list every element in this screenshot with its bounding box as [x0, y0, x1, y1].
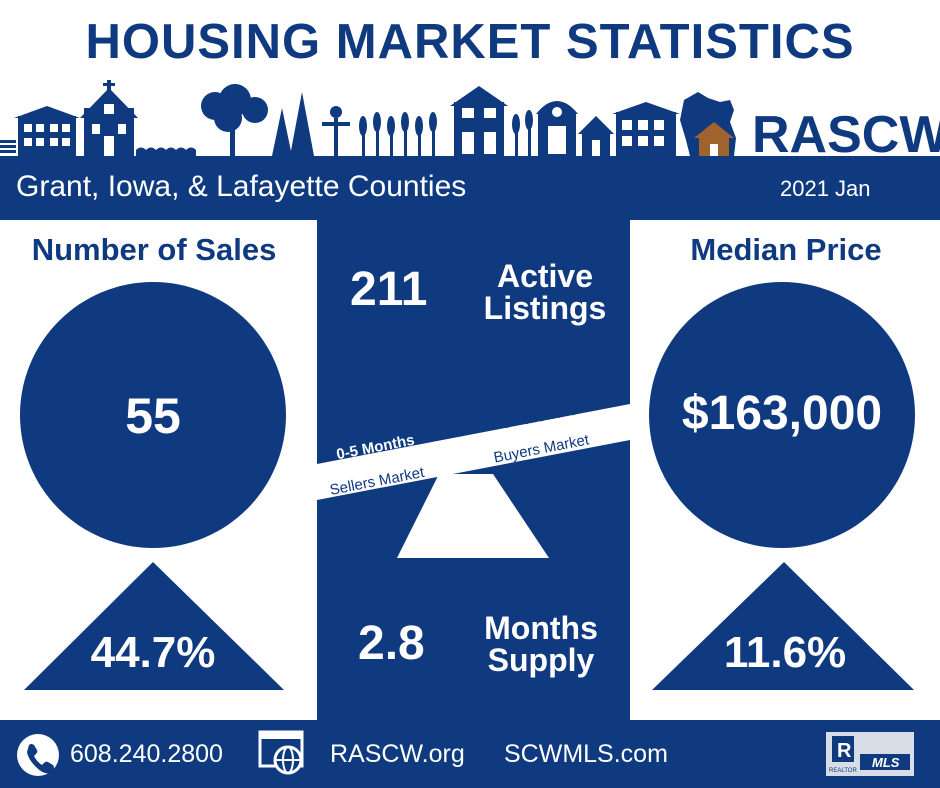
scale-beam — [317, 404, 630, 500]
region-band — [0, 156, 940, 220]
supply-label-line-2: Supply — [487, 642, 595, 678]
active-listings-label: Active Listings — [470, 260, 620, 324]
price-circle — [649, 282, 915, 548]
price-shapes — [649, 282, 915, 690]
median-price-value: $163,000 — [681, 387, 883, 440]
sales-change: 44.7% — [90, 628, 216, 677]
sales-title: Number of Sales — [31, 232, 277, 267]
region-name: Grant, Iowa, & Lafayette Counties — [16, 170, 467, 203]
supply-label-line-1: Months — [484, 610, 598, 646]
active-label-line-2: Listings — [483, 290, 607, 326]
rascw-logo: RASCW — [752, 106, 940, 158]
price-change: 11.6% — [723, 628, 847, 677]
scale-fulcrum — [397, 474, 549, 558]
badge-realtor-text: REALTOR — [829, 768, 857, 774]
months-supply-value: 2.8 — [358, 617, 425, 670]
footer — [0, 720, 940, 788]
active-label-line-1: Active — [496, 258, 594, 294]
phone-icon — [17, 734, 59, 776]
sales-change-triangle — [24, 562, 284, 690]
web-globe-icon — [258, 730, 304, 775]
rascw-website-link[interactable]: RASCW.org — [330, 740, 465, 768]
sales-shapes — [20, 282, 286, 690]
months-supply-label: Months Supply — [466, 612, 616, 676]
scwmls-website-link[interactable]: SCWMLS.com — [504, 740, 668, 768]
realtor-mls-badge: R REALTOR MLS — [826, 732, 914, 776]
phone-number[interactable]: 608.240.2800 — [70, 740, 223, 768]
sales-circle — [20, 282, 286, 548]
active-listings-value: 211 — [350, 263, 428, 316]
town-skyline-illustration: RASCW — [0, 80, 940, 158]
median-price-title: Median Price — [690, 232, 882, 267]
sales-value: 55 — [125, 388, 181, 444]
market-scale: 0-5 Months Sellers Market 7+ Months Buye… — [317, 401, 630, 558]
badge-mls-text: MLS — [872, 755, 900, 770]
price-change-triangle — [652, 562, 914, 690]
page-title: HOUSING MARKET STATISTICS — [85, 15, 855, 69]
report-period: 2021 Jan — [780, 176, 871, 201]
badge-letter: R — [837, 740, 852, 762]
